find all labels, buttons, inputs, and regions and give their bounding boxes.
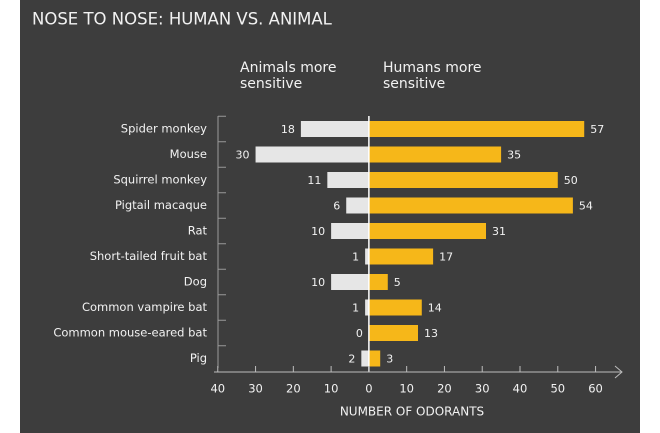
x-tick-label: 50 xyxy=(550,382,565,396)
value-label: 10 xyxy=(311,225,325,238)
bar xyxy=(365,248,369,265)
x-axis-title: NUMBER OF ODORANTS xyxy=(340,405,484,419)
value-label: 2 xyxy=(348,353,355,366)
x-tick-label: 20 xyxy=(437,382,452,396)
bar xyxy=(365,299,369,316)
category-label: Pig xyxy=(190,351,207,365)
bar xyxy=(368,223,486,239)
x-tick-label: 10 xyxy=(399,382,414,396)
bar xyxy=(368,248,434,265)
value-label: 1 xyxy=(352,302,359,315)
bar xyxy=(368,350,381,367)
x-tick-label: 20 xyxy=(286,382,301,396)
chart-title: NOSE TO NOSE: HUMAN VS. ANIMAL xyxy=(32,10,333,29)
value-label: 31 xyxy=(492,225,506,238)
x-tick-label: 30 xyxy=(475,382,490,396)
bar xyxy=(346,197,369,214)
category-label: Common vampire bat xyxy=(82,300,208,314)
bar xyxy=(368,299,422,316)
bar xyxy=(331,274,369,290)
legend-right: Humans more sensitive xyxy=(383,60,482,92)
value-label: 57 xyxy=(590,123,604,136)
category-label: Pigtail macaque xyxy=(115,198,207,212)
background-panel xyxy=(20,0,640,433)
category-label: Short-tailed fruit bat xyxy=(90,249,208,263)
value-label: 0 xyxy=(356,327,363,340)
x-tick-label: 40 xyxy=(513,382,528,396)
category-label: Rat xyxy=(188,224,208,238)
legend-left: Animals more sensitive xyxy=(240,60,337,92)
value-label: 10 xyxy=(311,276,325,289)
category-label: Spider monkey xyxy=(121,122,207,136)
value-label: 6 xyxy=(333,200,340,213)
bar xyxy=(255,146,369,163)
bar xyxy=(368,274,388,290)
bar xyxy=(368,121,585,137)
value-label: 11 xyxy=(307,174,321,187)
category-label: Squirrel monkey xyxy=(113,173,207,187)
x-tick-label: 60 xyxy=(588,382,603,396)
value-label: 14 xyxy=(428,302,442,315)
value-label: 18 xyxy=(281,123,295,136)
value-label: 35 xyxy=(507,149,521,162)
value-label: 3 xyxy=(386,353,393,366)
category-label: Common mouse-eared bat xyxy=(53,326,207,340)
bar xyxy=(368,146,502,163)
x-tick-label: 10 xyxy=(324,382,339,396)
bar xyxy=(361,350,369,367)
value-label: 5 xyxy=(394,276,401,289)
bar xyxy=(368,325,418,341)
x-tick-label: 40 xyxy=(210,382,225,396)
category-label: Mouse xyxy=(170,147,207,161)
x-tick-label: 30 xyxy=(248,382,263,396)
value-label: 1 xyxy=(352,251,359,264)
value-label: 13 xyxy=(424,327,438,340)
bar xyxy=(331,223,369,239)
value-label: 30 xyxy=(236,149,250,162)
bar xyxy=(368,172,558,188)
bar xyxy=(327,172,369,188)
category-label: Dog xyxy=(184,275,207,289)
value-label: 50 xyxy=(564,174,578,187)
value-label: 54 xyxy=(579,200,593,213)
axis-arrow xyxy=(614,365,623,379)
x-tick-label: 0 xyxy=(365,382,372,396)
bar xyxy=(300,121,369,137)
value-label: 17 xyxy=(439,251,453,264)
bar xyxy=(368,197,573,214)
